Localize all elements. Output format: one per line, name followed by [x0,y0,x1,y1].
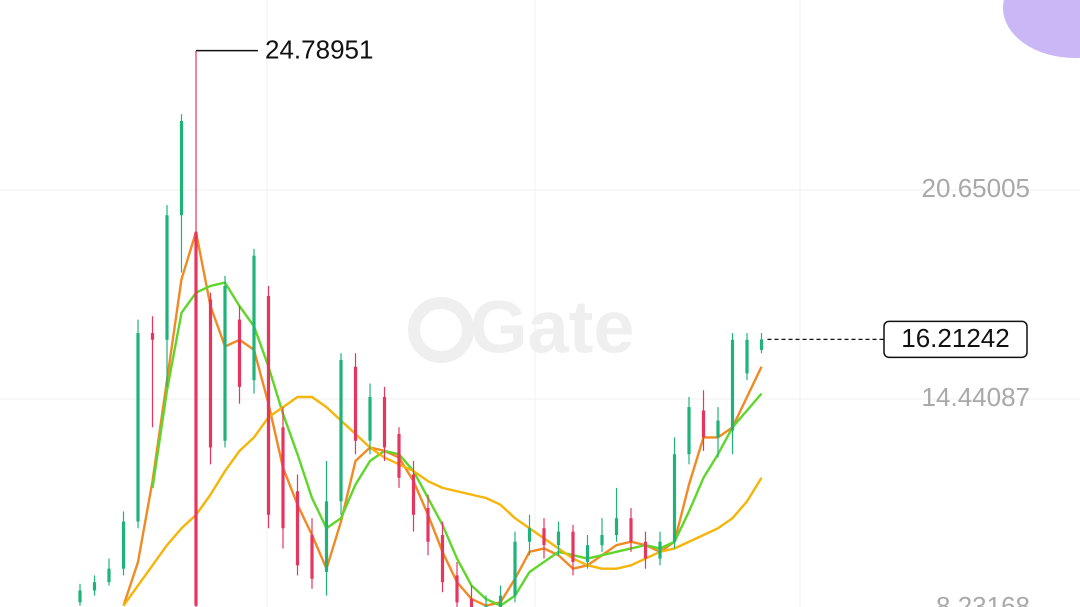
candle-body [614,518,619,536]
candle-body [730,339,735,431]
candle-body [745,339,749,374]
candle-body [208,299,213,448]
candle-body [585,545,590,562]
candle-body [150,333,155,340]
candle-body [484,605,488,607]
candle-body [353,366,358,441]
high-price-label: 24.78951 [265,35,373,65]
candle-body [571,531,575,562]
watermark-text: Gate [470,286,635,369]
candle-body [411,474,416,515]
candle-body [759,339,764,350]
candle-body [513,541,517,596]
candle-body [237,319,242,387]
candle-body [339,359,343,502]
candle-body [252,255,256,381]
candle-body [542,528,546,546]
candle-body [527,528,532,542]
candle-body [672,454,677,542]
candle-body [295,491,300,566]
candle-body [687,407,691,455]
y-tick-label: 20.65005 [922,173,1030,203]
candle-body [658,541,662,559]
candle-body [121,521,126,569]
candle-body [324,501,329,573]
candle-body [600,535,604,546]
candle-body [281,427,285,529]
candle-body [455,575,459,603]
candle-body [368,397,372,441]
candle-body [426,508,430,542]
candle-body [165,215,169,340]
candle-body [556,531,561,546]
floating-button[interactable] [1003,0,1080,58]
candle-body [107,568,111,583]
candle-body [266,296,271,515]
y-tick-label: 8.23168 [936,591,1030,607]
moving-average-line [151,281,763,607]
candle-body [440,535,445,583]
last-price-label: 16.21242 [901,323,1009,353]
candle-body [397,434,401,478]
candle-body [223,285,227,441]
watermark: Gate [408,286,635,369]
candle-body [179,121,184,216]
candle-body [310,535,314,579]
candle-body [629,518,633,542]
last-price-box [883,320,1028,359]
candle-body [382,397,387,448]
candle-body [92,582,97,591]
candle-body [701,410,706,438]
candle-body [194,232,198,606]
candle-body [716,420,720,438]
candle-body [643,541,648,559]
y-tick-label: 14.44087 [922,382,1030,412]
candle-body [498,595,503,607]
moving-average-line [122,395,763,607]
candle-body [78,590,82,603]
candle-body [469,598,474,607]
candle-body [136,333,140,522]
